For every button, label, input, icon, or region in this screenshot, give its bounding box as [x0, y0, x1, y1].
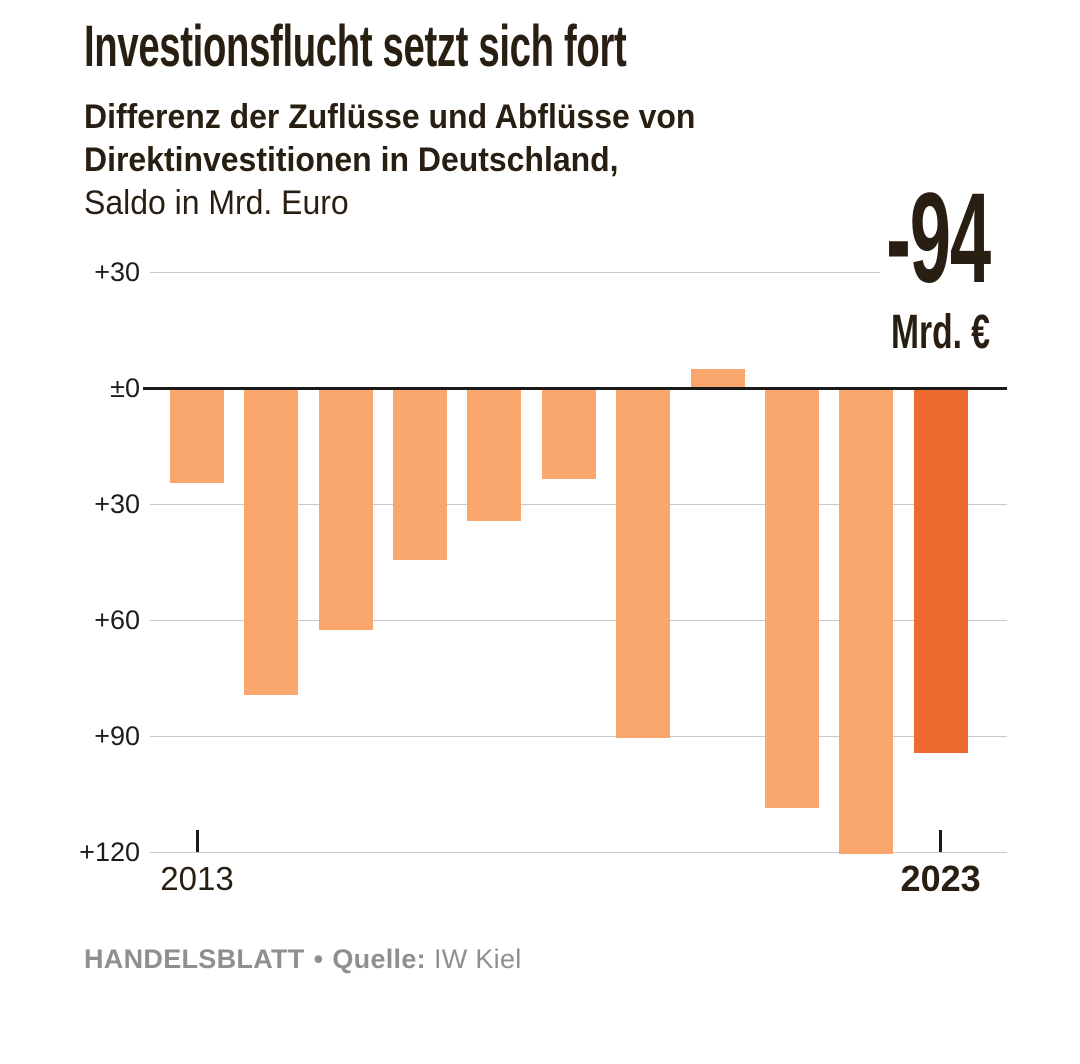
y-tick-label: +30 [94, 489, 140, 519]
y-tick-label: ±0 [110, 373, 140, 403]
bar-2016 [393, 389, 447, 560]
subtitle-line-3: Saldo in Mrd. Euro [84, 184, 349, 222]
bar-2022 [839, 389, 893, 854]
chart-title: Investionsflucht setzt sich fort [84, 14, 627, 79]
zero-baseline [143, 386, 1007, 390]
bar-2013 [170, 389, 224, 483]
plot-area: 2013 2023 [143, 268, 1007, 899]
y-tick-label: +90 [94, 721, 140, 751]
bullet-separator: • [313, 944, 324, 974]
gridline [150, 736, 1007, 737]
x-axis-label-2023: 2023 [900, 858, 981, 899]
y-tick-label: +120 [79, 837, 140, 867]
bar-2014 [244, 389, 298, 695]
chart-subtitle: Differenz der Zuflüsse und Abflüsse von … [84, 96, 695, 225]
subtitle-line-1: Differenz der Zuflüsse und Abflüsse von [84, 98, 696, 136]
bar-2019 [616, 389, 670, 738]
y-tick-label: +30 [94, 257, 140, 287]
x-axis-label-2013: 2013 [160, 860, 234, 897]
brand-label: HANDELSBLATT [84, 944, 305, 974]
bar-2017 [467, 389, 521, 521]
bar-2018 [542, 389, 596, 479]
gridline [150, 852, 1007, 853]
y-axis-labels: +30 ±0 +30 +60 +90 +120 [0, 257, 140, 867]
bar-2021 [765, 389, 819, 808]
gridline [150, 272, 880, 273]
x-tick-2023 [939, 830, 943, 852]
bar-2020 [691, 369, 745, 388]
subtitle-line-2: Direktinvestitionen in Deutschland, [84, 141, 619, 179]
highlight-annotation: -94 Mrd. € [811, 167, 991, 359]
gridline [150, 620, 1007, 621]
highlight-value: -94 [886, 167, 991, 310]
source-line: HANDELSBLATT • Quelle: IW Kiel [84, 944, 522, 975]
bar-2023 [914, 389, 968, 753]
gridline [150, 504, 1007, 505]
y-tick-label: +60 [94, 605, 140, 635]
highlight-unit: Mrd. € [891, 305, 990, 359]
x-tick-2013 [195, 830, 199, 852]
bar-2015 [319, 389, 373, 630]
source-name: IW Kiel [433, 944, 522, 974]
source-label: Quelle: [332, 944, 426, 974]
